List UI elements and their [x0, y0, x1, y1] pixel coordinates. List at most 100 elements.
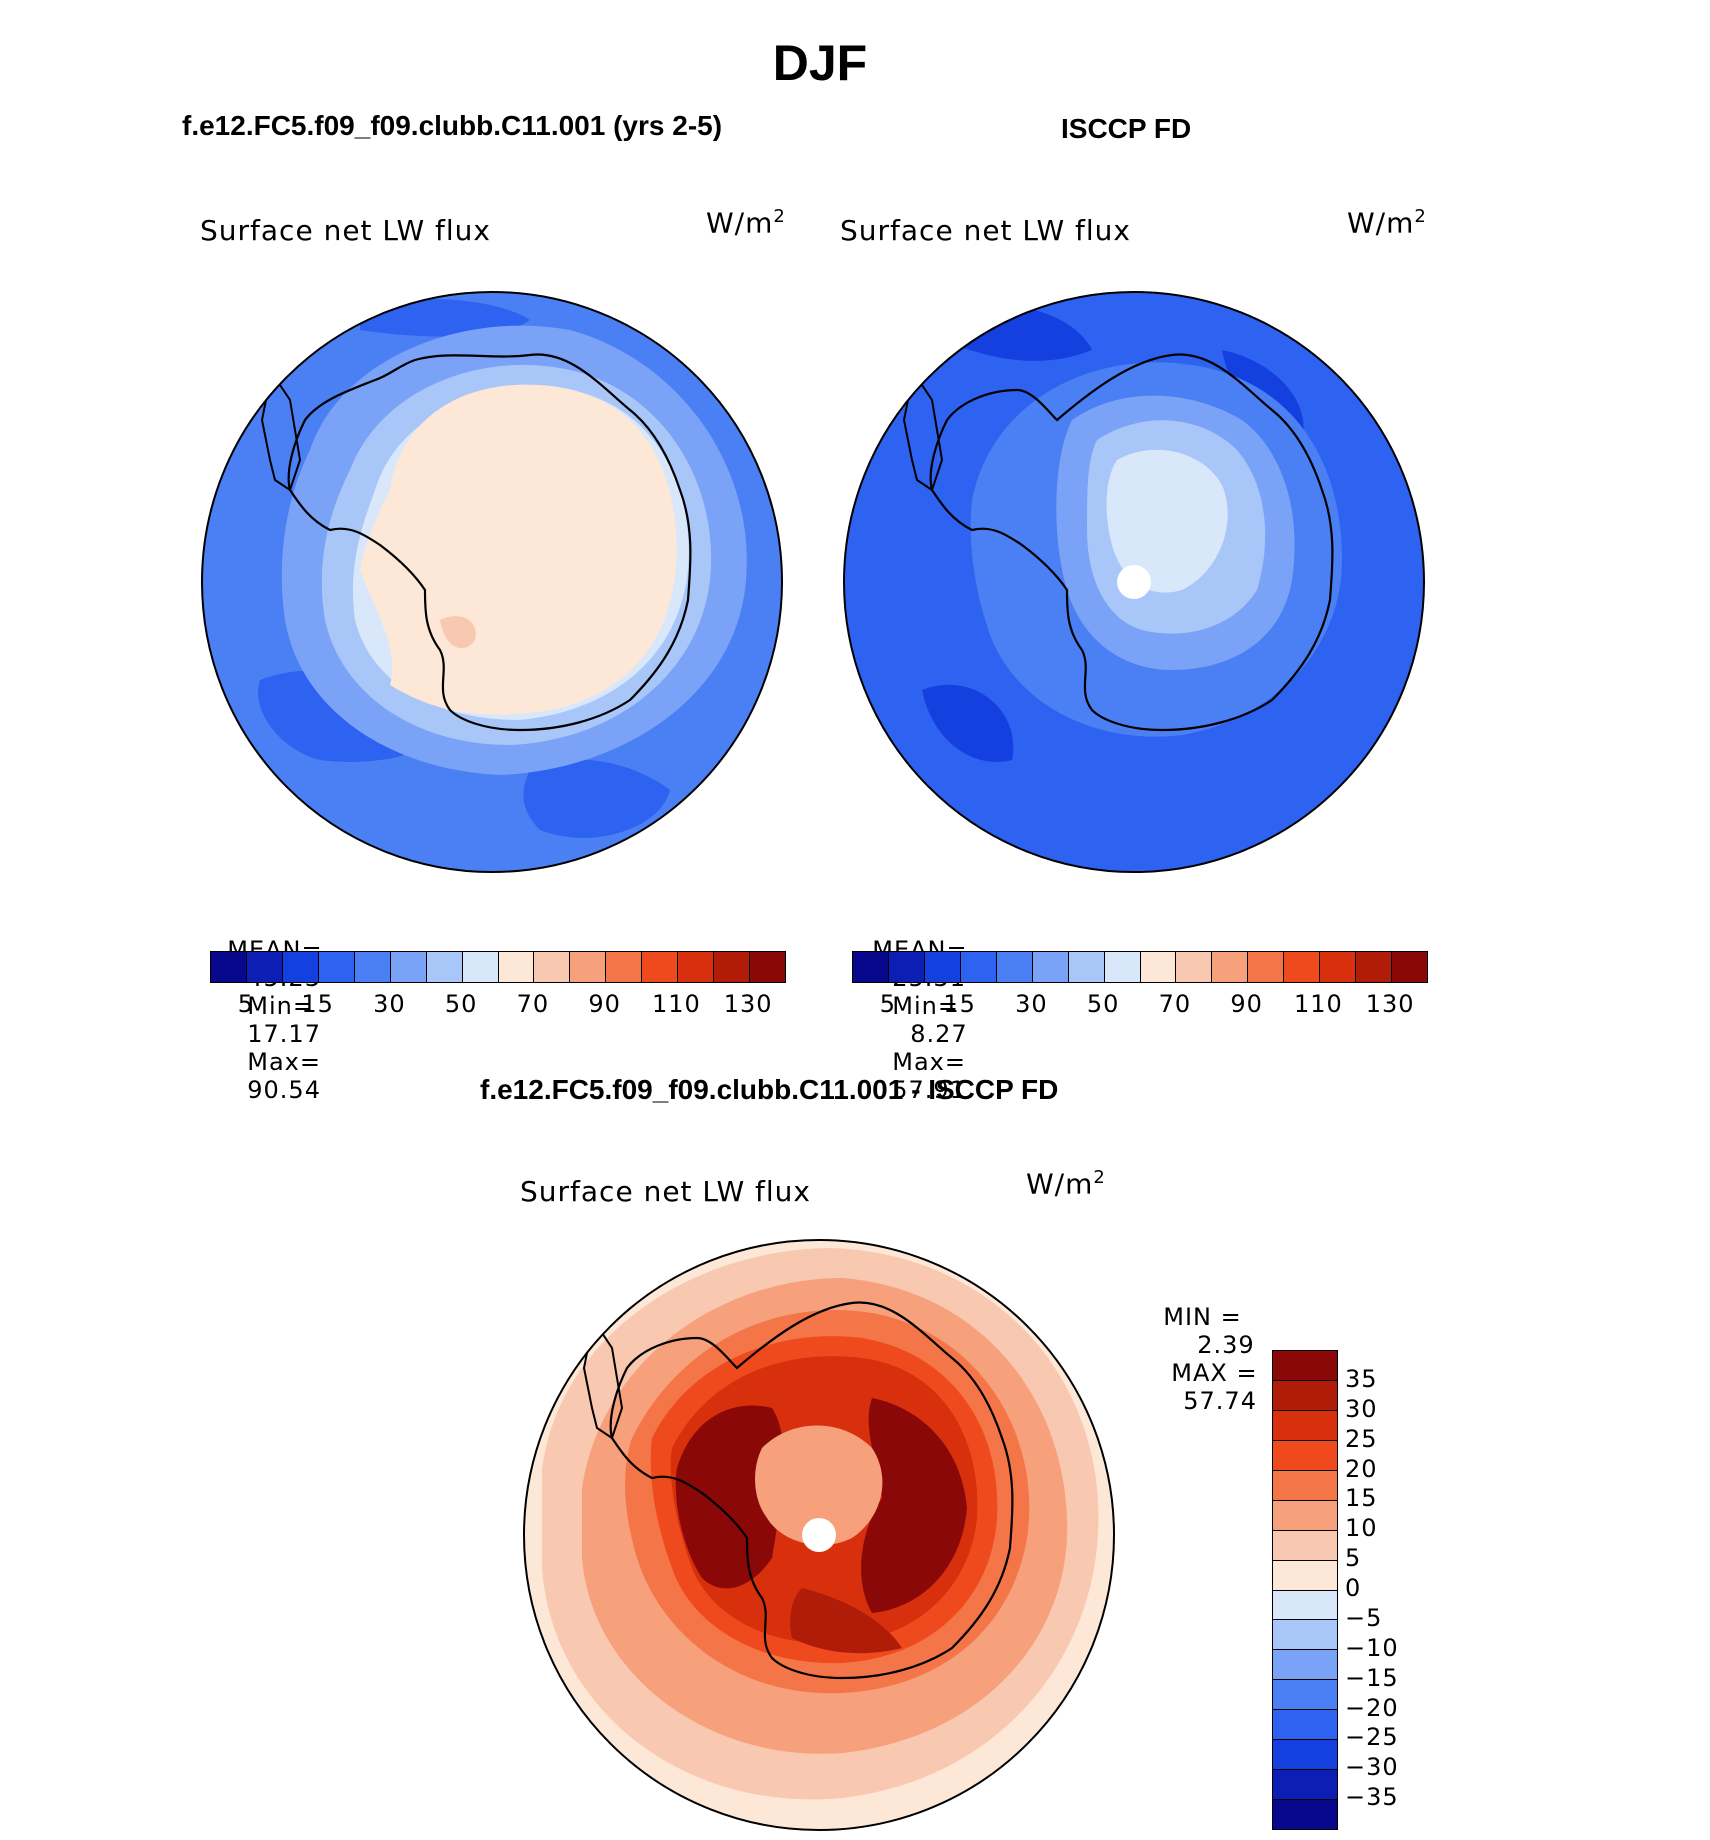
diff-coastline [609, 1301, 1014, 1680]
diff-colorbar-tick-label: 15 [1345, 1484, 1378, 1513]
diff-colorbar [1272, 1350, 1338, 1830]
model-colorbar [210, 951, 786, 983]
obs-colorbar-swatch [1176, 952, 1213, 982]
diff-colorbar-tick-label: 0 [1345, 1574, 1362, 1602]
diff-units-exponent: 2 [1093, 1167, 1106, 1188]
diff-colorbar-tick-label: −15 [1345, 1663, 1399, 1692]
obs-colorbar-swatch [1320, 952, 1357, 982]
diff-colorbar-swatch [1273, 1410, 1337, 1441]
model-colorbar-swatch [570, 952, 607, 982]
obs-variable-label: Surface net LW flux [840, 214, 1131, 247]
model-colorbar-swatch [318, 952, 355, 982]
diff-colorbar-swatch [1273, 1770, 1337, 1801]
diff-colorbar-tick-label: −30 [1345, 1753, 1399, 1782]
obs-min-value: 8.27 [910, 1020, 968, 1048]
model-colorbar-tick-label: 90 [588, 990, 621, 1018]
obs-colorbar-swatch [1104, 952, 1141, 982]
obs-colorbar-swatch [960, 952, 997, 982]
diff-colorbar-swatch [1273, 1380, 1337, 1411]
diff-west-interior [675, 1405, 784, 1589]
model-colorbar-swatch [426, 952, 463, 982]
model-colorbar-swatch [498, 952, 535, 982]
diff-colorbar-tick-label: 20 [1345, 1454, 1378, 1483]
diff-max-label: MAX = [1171, 1359, 1258, 1387]
diff-colorbar-tick-label: −25 [1345, 1723, 1399, 1752]
obs-colorbar-tick-label: 15 [943, 990, 976, 1018]
diff-colorbar-swatch [1273, 1590, 1337, 1621]
diff-variable-label: Surface net LW flux [520, 1175, 811, 1208]
model-colorbar-swatch [678, 952, 715, 982]
model-max-label: Max= [247, 1048, 321, 1076]
model-colorbar-swatch [390, 952, 427, 982]
diff-units: W/m [1026, 1167, 1094, 1201]
obs-ocean-minima [922, 684, 1014, 762]
obs-map-border [843, 291, 1425, 873]
diff-colorbar-tick-label: −10 [1345, 1633, 1399, 1662]
model-ross-shelf-spot [440, 616, 476, 649]
model-units: W/m [706, 206, 774, 240]
model-variable-label: Surface net LW flux [200, 214, 491, 247]
obs-colorbar-tick-label: 70 [1158, 990, 1192, 1018]
obs-colorbar-tick-label: 130 [1365, 990, 1415, 1018]
model-polar-map [201, 291, 783, 873]
model-colorbar-tick-label: 30 [373, 990, 406, 1018]
model-colorbar-labels: 5 15 30 50 70 90 110 130 [210, 990, 784, 1020]
diff-colorbar-swatch [1273, 1351, 1337, 1381]
diff-colorbar-swatch [1273, 1740, 1337, 1771]
model-colorbar-swatch [211, 952, 247, 982]
diff-pole-hole [802, 1518, 836, 1552]
diff-colorbar-swatch [1273, 1470, 1337, 1501]
diff-colorbar-tick-label: 5 [1345, 1544, 1362, 1573]
diff-colorbar-tick-label: 35 [1345, 1364, 1378, 1393]
diff-colorbar-tick-label: −5 [1345, 1603, 1383, 1632]
diff-colorbar-tick-label: 10 [1345, 1514, 1378, 1543]
obs-colorbar-swatch [1032, 952, 1069, 982]
diff-min-value: 2.39 [1197, 1331, 1255, 1359]
obs-colorbar-swatch [888, 952, 925, 982]
diff-colorbar-tick-label: 30 [1345, 1394, 1378, 1423]
diff-colorbar-tick-label: −20 [1345, 1693, 1399, 1722]
obs-colorbar-swatch [1284, 952, 1321, 982]
diff-polar-map [523, 1239, 1115, 1831]
obs-colorbar-tick-label: 30 [1015, 990, 1048, 1018]
model-colorbar-tick-label: 50 [444, 990, 478, 1018]
diff-units-label: W/m2 [1026, 1167, 1106, 1200]
model-colorbar-swatch [606, 952, 643, 982]
obs-max-label: Max= [892, 1048, 966, 1076]
diff-east-interior [861, 1398, 967, 1613]
obs-colorbar-swatch [996, 952, 1033, 982]
model-map-border [201, 291, 783, 873]
model-colorbar-swatch [714, 952, 751, 982]
diff-colorbar-tick-label: 25 [1345, 1424, 1378, 1453]
diff-colorbar-labels: 35 30 25 20 15 10 5 0 −5 −10 −15 −20 −25 −30 −35 [1345, 1350, 1465, 1828]
model-colorbar-tick-label: 15 [301, 990, 334, 1018]
obs-colorbar-swatch [1068, 952, 1105, 982]
obs-colorbar-swatch [1248, 952, 1285, 982]
obs-colorbar-labels: 5 15 30 50 70 90 110 130 [852, 990, 1426, 1020]
model-colorbar-tick-label: 110 [651, 990, 701, 1018]
model-ocean-minima [523, 759, 670, 838]
obs-colorbar-swatch [1212, 952, 1249, 982]
model-colorbar-swatch [354, 952, 391, 982]
model-colorbar-swatch [750, 952, 785, 982]
model-antarctic-interior [360, 384, 677, 715]
obs-colorbar-tick-label: 110 [1293, 990, 1343, 1018]
obs-colorbar-swatch [1392, 952, 1427, 982]
diff-map-border [523, 1239, 1115, 1831]
obs-units-label: W/m2 [1347, 206, 1427, 239]
obs-colorbar-swatch [1356, 952, 1393, 982]
model-coastline [287, 353, 692, 732]
obs-coastline [929, 353, 1334, 732]
diff-colorbar-swatch [1273, 1440, 1337, 1471]
model-colorbar-swatch [534, 952, 571, 982]
obs-colorbar-swatch [924, 952, 961, 982]
diff-plateau-center [755, 1425, 883, 1546]
diff-colorbar-tick-label: −35 [1345, 1783, 1399, 1812]
model-max-value: 90.54 [247, 1076, 321, 1104]
diff-colorbar-swatch [1273, 1710, 1337, 1741]
obs-plateau-center [1106, 449, 1228, 593]
model-colorbar-tick-label: 70 [516, 990, 550, 1018]
obs-units-exponent: 2 [1414, 206, 1427, 227]
model-colorbar-swatch [642, 952, 679, 982]
model-colorbar-swatch [246, 952, 283, 982]
